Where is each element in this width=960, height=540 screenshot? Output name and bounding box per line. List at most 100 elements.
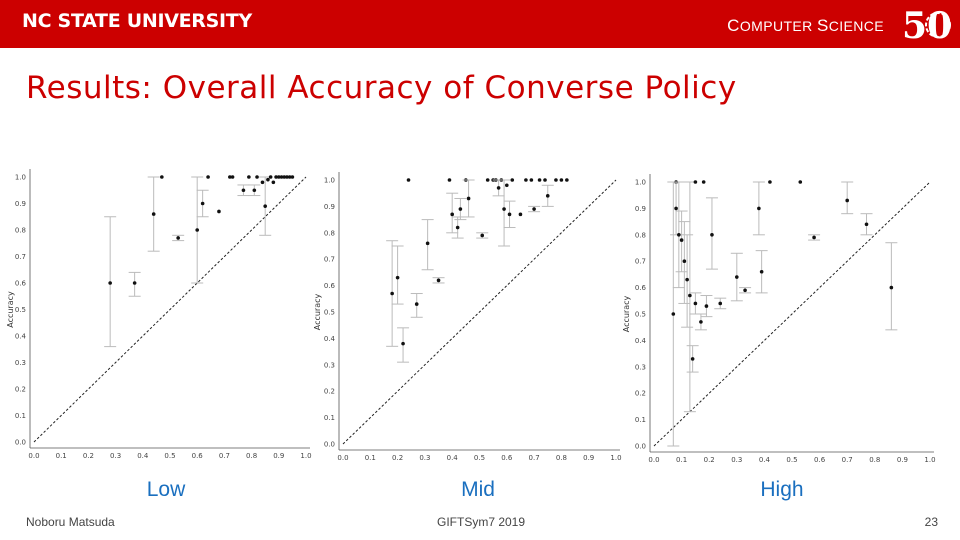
data-point xyxy=(688,293,692,298)
y-tick-label: 0.3 xyxy=(324,361,335,369)
x-tick-label: 0.9 xyxy=(273,452,284,460)
data-point xyxy=(271,180,276,185)
dept-initial-s: S xyxy=(816,16,829,35)
y-tick-label: 0.3 xyxy=(15,359,26,367)
data-point xyxy=(255,175,259,179)
y-tick-label: 0.9 xyxy=(15,200,26,208)
anniversary-50-logo: 50 xyxy=(902,5,952,44)
x-tick-label: 0.7 xyxy=(529,454,540,462)
data-point xyxy=(425,241,430,246)
data-point xyxy=(718,301,723,306)
data-point xyxy=(450,212,454,217)
y-tick-label: 0.2 xyxy=(635,390,646,398)
data-point xyxy=(414,302,419,306)
data-point xyxy=(889,285,894,290)
data-point xyxy=(518,212,523,217)
x-tick-label: 0.4 xyxy=(137,452,149,460)
x-tick-label: 0.9 xyxy=(897,456,908,464)
data-point xyxy=(230,175,235,179)
x-tick-label: 0.3 xyxy=(731,456,742,464)
data-point xyxy=(710,233,714,237)
y-tick-label: 0.7 xyxy=(15,253,26,261)
data-point xyxy=(701,180,706,184)
data-point xyxy=(266,177,270,182)
data-point xyxy=(798,180,803,184)
y-tick-label: 1.0 xyxy=(15,174,26,182)
reference-line-y-equals-x xyxy=(342,179,617,445)
y-tick-label: 0.1 xyxy=(324,414,335,422)
x-tick-label: 1.0 xyxy=(610,454,621,462)
data-point xyxy=(690,357,695,361)
x-tick-label: 0.1 xyxy=(676,456,687,464)
y-tick-label: 0.4 xyxy=(635,337,647,345)
y-tick-label: 0.8 xyxy=(635,231,646,239)
y-tick-label: 0.2 xyxy=(15,386,26,394)
data-point xyxy=(565,178,569,182)
data-point xyxy=(458,207,463,211)
x-tick-label: 0.3 xyxy=(419,454,430,462)
x-tick-label: 0.8 xyxy=(246,452,257,460)
panel-label-high: High xyxy=(760,478,804,501)
footer-author: Noboru Matsuda xyxy=(26,515,115,529)
data-point xyxy=(845,198,849,203)
data-point xyxy=(674,206,678,211)
data-point xyxy=(693,301,698,306)
data-point xyxy=(545,194,550,198)
department-name: COMPUTER SCIENCE xyxy=(727,16,884,36)
data-point xyxy=(436,278,441,283)
data-point xyxy=(252,188,257,193)
chart-panel-mid: 0.0 0.1 0.2 0.3 0.4 0.5 0.6 0.7 0.8 0.9 1.0 0.0 0.1 0… xyxy=(311,164,623,469)
y-tick-label: 0.3 xyxy=(635,363,646,371)
y-tick-label: 0.2 xyxy=(324,388,335,396)
x-tick-label: 0.8 xyxy=(869,456,880,464)
data-point xyxy=(510,178,515,182)
data-point xyxy=(455,225,460,230)
data-point xyxy=(268,175,273,179)
data-point xyxy=(228,175,232,179)
x-tick-label: 0.0 xyxy=(648,456,659,464)
data-point xyxy=(505,183,509,188)
data-point xyxy=(285,175,289,179)
reference-line-y-equals-x xyxy=(653,181,931,447)
x-tick-label: 0.3 xyxy=(110,452,121,460)
data-point xyxy=(693,180,698,184)
y-tick-label: 0.5 xyxy=(635,311,646,319)
data-point xyxy=(524,178,528,182)
dept-initial-c: C xyxy=(727,16,740,35)
data-point xyxy=(160,175,164,179)
data-point xyxy=(685,277,689,282)
data-point xyxy=(263,204,268,208)
data-point xyxy=(554,178,558,182)
x-tick-label: 0.7 xyxy=(219,452,230,460)
data-point xyxy=(812,235,816,240)
data-point xyxy=(279,175,284,179)
data-point xyxy=(151,212,156,216)
data-point xyxy=(543,178,547,182)
y-tick-label: 0.9 xyxy=(635,205,646,213)
y-tick-label: 0.9 xyxy=(324,203,335,211)
footer-event: GIFTSym7 2019 xyxy=(437,515,526,529)
dept-rest-1: OMPUTER xyxy=(739,18,817,34)
chart-low: 0.0 0.1 0.2 0.3 0.4 0.5 0.6 0.7 0.8 0.9 1.0 0.0 0.1 0… xyxy=(6,169,312,460)
data-point xyxy=(759,269,764,274)
data-point xyxy=(864,222,869,227)
data-point xyxy=(496,186,501,190)
x-tick-label: 0.4 xyxy=(759,456,771,464)
data-point xyxy=(704,304,709,308)
x-tick-label: 0.4 xyxy=(447,454,459,462)
x-tick-label: 1.0 xyxy=(300,452,311,460)
slide-title: Results: Overall Accuracy of Converse Po… xyxy=(26,70,737,106)
x-tick-label: 0.6 xyxy=(192,452,204,460)
data-point xyxy=(532,207,536,211)
y-axis-title: Accuracy xyxy=(6,291,15,328)
chart-panel-high: 0.0 0.1 0.2 0.3 0.4 0.5 0.6 0.7 0.8 0.9 1.0 0.0 0.1 0… xyxy=(620,166,938,471)
data-point xyxy=(529,178,534,182)
y-tick-label: 1.0 xyxy=(324,177,335,185)
y-tick-label: 0.4 xyxy=(324,335,336,343)
page-number: 23 xyxy=(924,515,938,529)
y-tick-label: 0.8 xyxy=(324,229,335,237)
y-tick-label: 0.0 xyxy=(15,439,26,447)
panel-label-low: Low xyxy=(146,478,186,501)
data-point xyxy=(277,175,281,179)
data-point xyxy=(447,178,452,182)
